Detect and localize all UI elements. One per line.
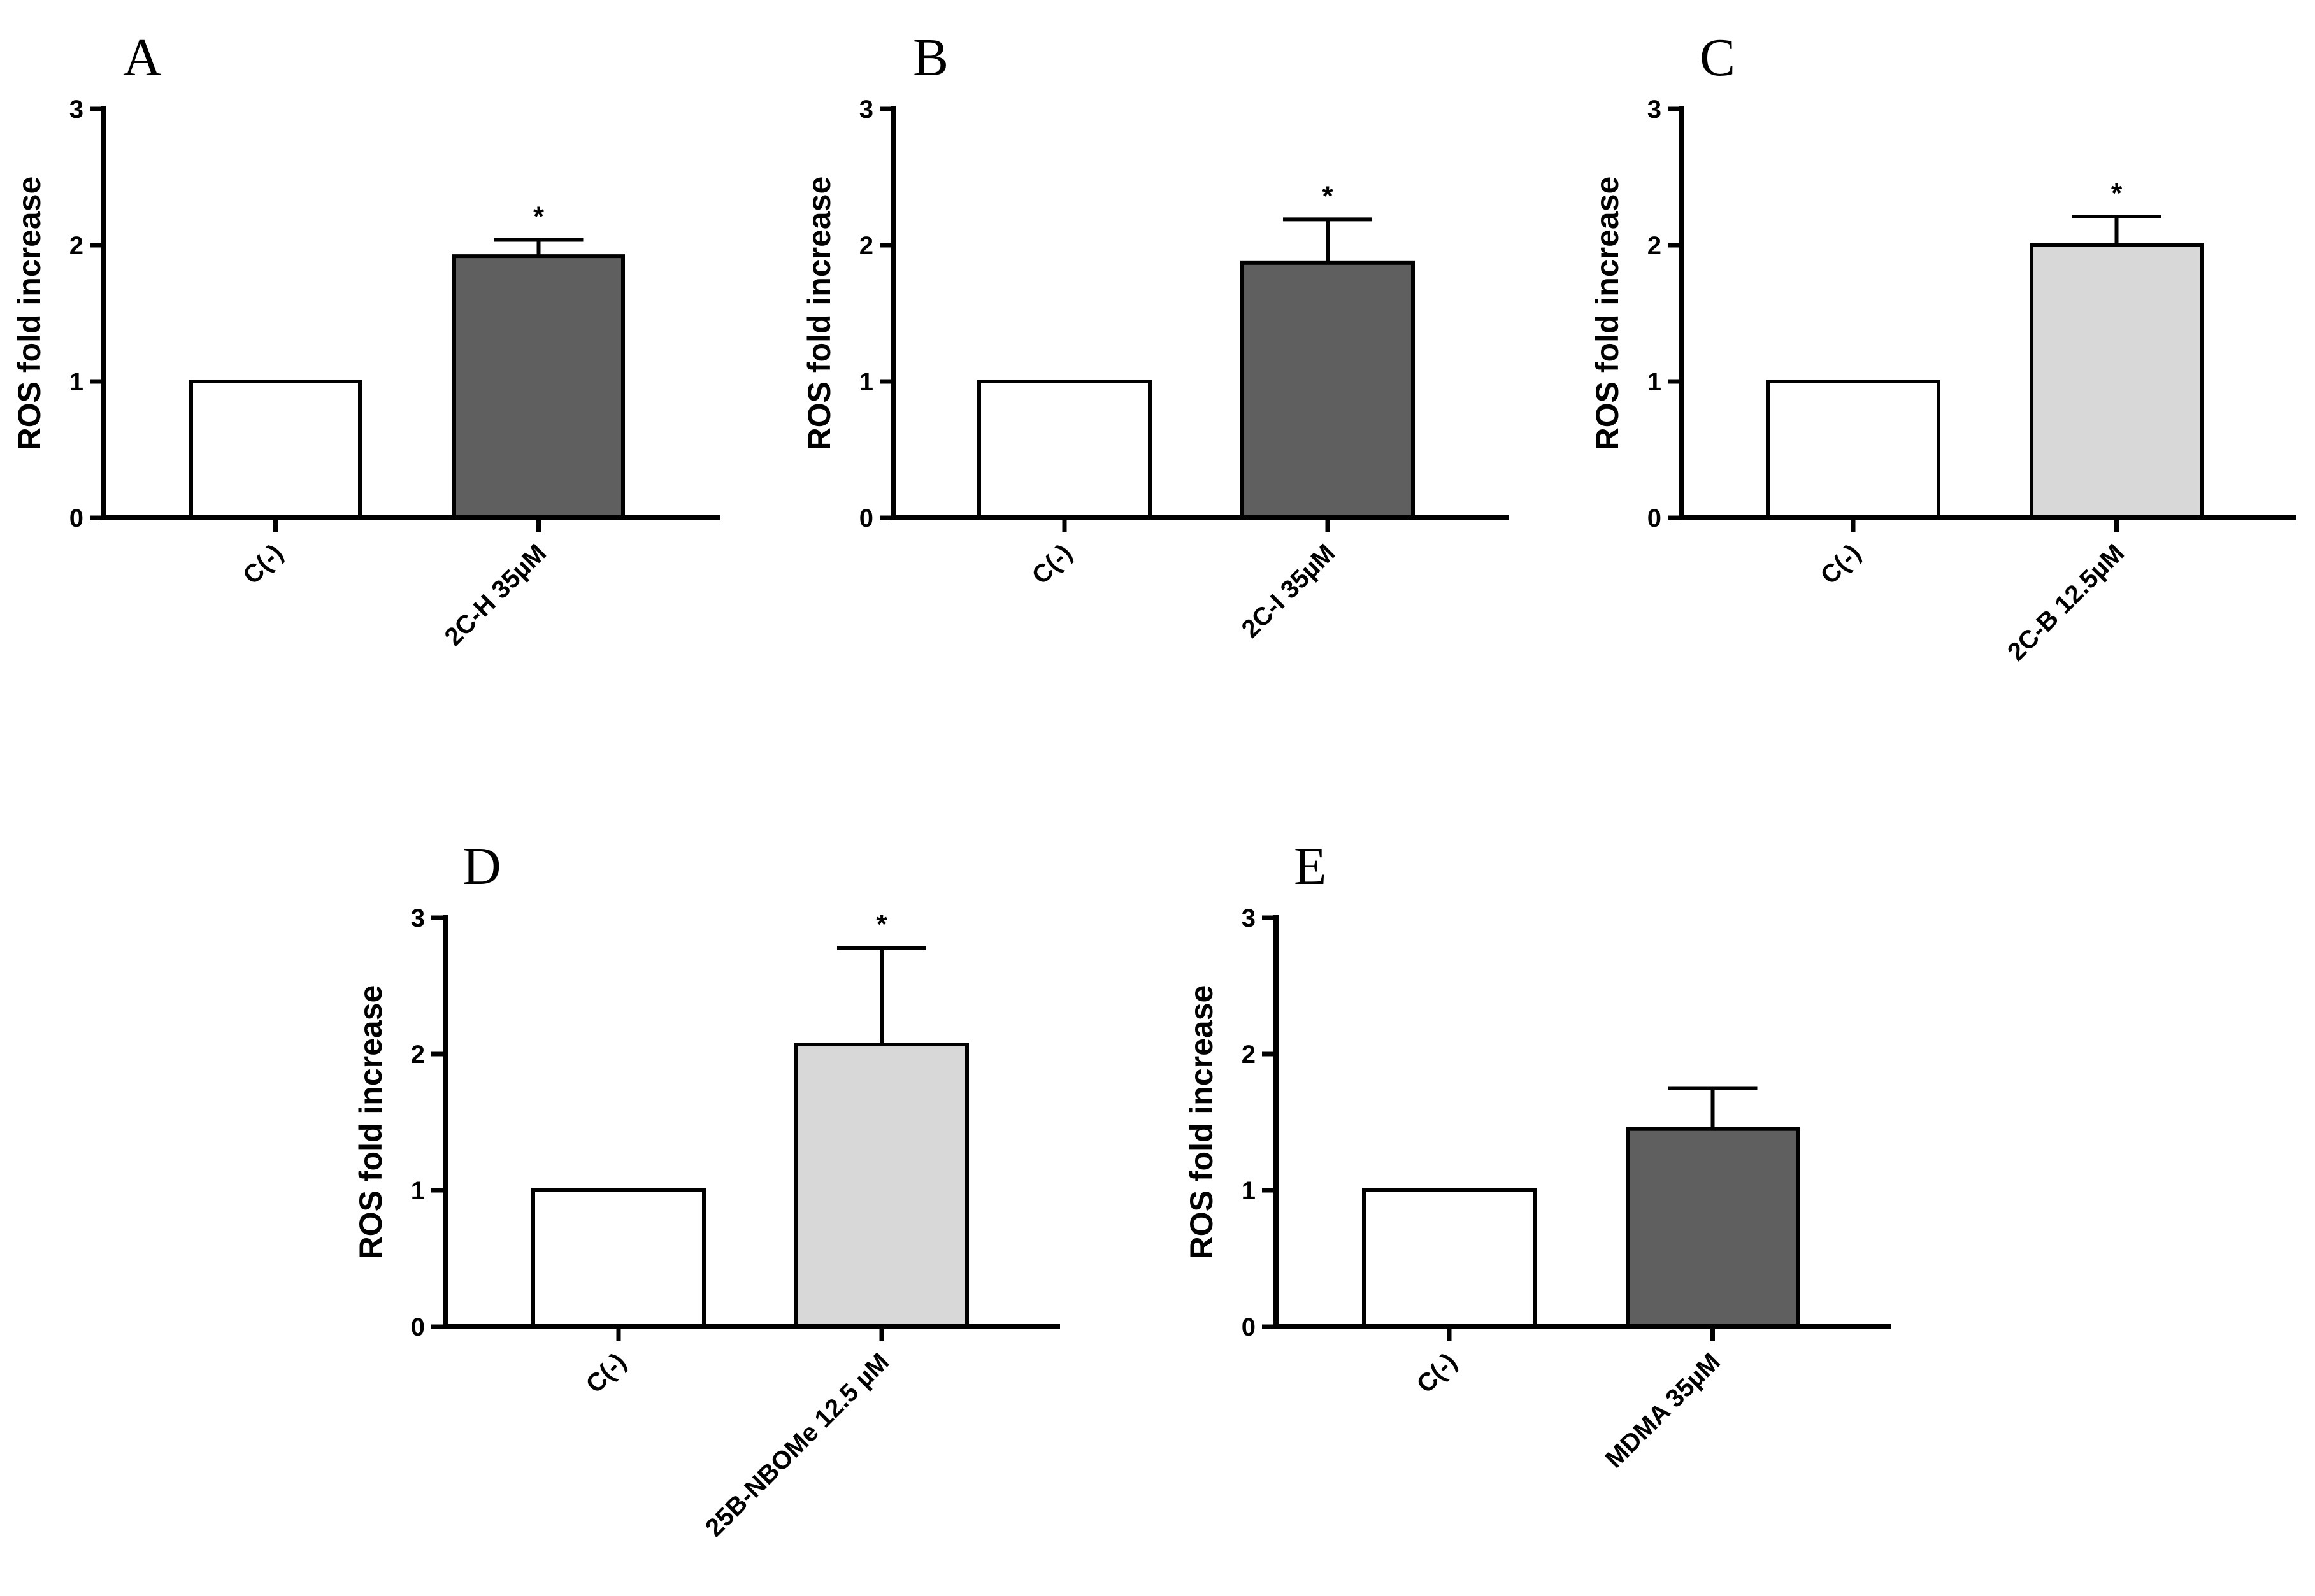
y-tick-label: 0 <box>411 1313 425 1341</box>
y-tick-label: 3 <box>859 96 873 124</box>
chart-panel-a: A ROS fold increase C(-) * 2C-H 35µM 0 1 2 3 <box>11 28 720 652</box>
y-axis-title: ROS fold increase <box>353 985 389 1260</box>
y-axis-title: ROS fold increase <box>801 176 837 451</box>
y-tick-label: 1 <box>1242 1177 1256 1205</box>
y-tick-label: 0 <box>859 504 873 532</box>
panel-letter: A <box>123 28 162 87</box>
x-tick-label: 2C-H 35µM <box>440 539 552 651</box>
panel-letter: C <box>1700 28 1735 87</box>
y-tick-label: 2 <box>69 232 83 260</box>
x-tick-label: C(-) <box>238 539 289 590</box>
x-tick-label: 25B-NBOMe 12.5 µM <box>700 1348 894 1542</box>
y-axis-title: ROS fold increase <box>1184 985 1219 1260</box>
y-tick-label: 2 <box>1647 232 1661 260</box>
significance-marker: * <box>1322 180 1333 211</box>
y-tick-label: 1 <box>69 368 83 396</box>
y-tick-label: 2 <box>1242 1041 1256 1069</box>
x-tick-label: C(-) <box>1816 539 1867 590</box>
y-tick-label: 1 <box>859 368 873 396</box>
y-tick-label: 3 <box>411 904 425 932</box>
x-tick-label: 2C-B 12.5µM <box>2002 539 2130 666</box>
chart-panel-d: D ROS fold increase C(-) * 25B-NBOMe 12.5 µM… <box>353 837 1060 1542</box>
bar <box>531 1188 706 1329</box>
bar <box>452 254 625 520</box>
bar <box>1626 1127 1800 1329</box>
y-tick-label: 0 <box>1242 1313 1256 1341</box>
bar <box>1766 380 1940 520</box>
y-tick-label: 3 <box>1647 96 1661 124</box>
chart-panel-b: B ROS fold increase C(-) * 2C-I 35µM 0 1 2 3 <box>801 28 1509 643</box>
significance-marker: * <box>533 201 545 232</box>
y-axis-title: ROS fold increase <box>11 176 47 451</box>
bar <box>977 380 1152 520</box>
chart-panel-c: C ROS fold increase C(-) * 2C-B 12.5µM 0 1 2 3 <box>1589 28 2296 666</box>
y-tick-label: 2 <box>859 232 873 260</box>
y-tick-label: 1 <box>1647 368 1661 396</box>
y-tick-label: 3 <box>1242 904 1256 932</box>
x-tick-label: C(-) <box>581 1348 632 1399</box>
bar <box>1240 260 1415 520</box>
x-tick-label: C(-) <box>1027 539 1078 590</box>
panel-letter: D <box>462 837 501 896</box>
x-tick-label: MDMA 35µM <box>1600 1348 1726 1473</box>
y-tick-label: 3 <box>69 96 83 124</box>
y-axis-title: ROS fold increase <box>1589 176 1625 451</box>
y-tick-label: 0 <box>1647 504 1661 532</box>
bar <box>2030 243 2204 520</box>
bar <box>189 380 362 520</box>
y-tick-label: 0 <box>69 504 83 532</box>
chart-panel-e: E ROS fold increase C(-) MDMA 35µM 0 1 2 3 <box>1184 837 1891 1473</box>
significance-marker: * <box>2111 178 2123 209</box>
panel-letter: E <box>1294 837 1326 896</box>
x-tick-label: 2C-I 35µM <box>1236 539 1341 643</box>
panel-letter: B <box>913 28 949 87</box>
bar <box>794 1043 969 1329</box>
x-tick-label: C(-) <box>1412 1348 1463 1399</box>
bar <box>1362 1188 1537 1329</box>
significance-marker: * <box>876 909 887 940</box>
y-tick-label: 2 <box>411 1041 425 1069</box>
y-tick-label: 1 <box>411 1177 425 1205</box>
